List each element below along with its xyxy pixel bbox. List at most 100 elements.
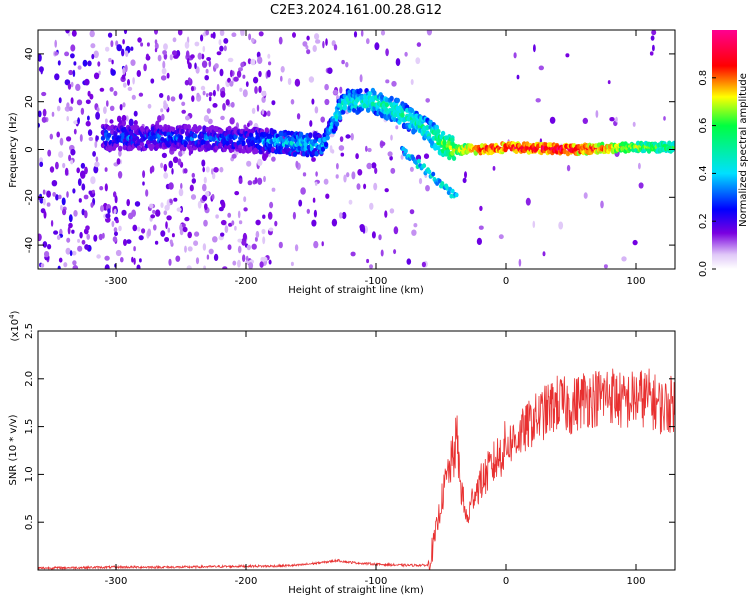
heatmap-cell xyxy=(395,58,401,67)
heatmap-cell xyxy=(215,214,219,219)
heatmap-cell xyxy=(315,171,318,177)
heatmap-cell xyxy=(132,77,135,85)
heatmap-cell xyxy=(212,31,216,39)
heatmap-cell xyxy=(60,204,63,211)
heatmap-cell xyxy=(582,117,588,124)
heatmap-cell xyxy=(150,214,156,219)
heatmap-cell xyxy=(145,189,149,197)
heatmap-cell xyxy=(245,81,249,87)
heatmap-cell xyxy=(292,32,296,38)
heatmap-cell xyxy=(251,37,255,43)
heatmap-cell xyxy=(104,264,110,269)
heatmap-cell xyxy=(96,254,101,259)
heatmap-cell xyxy=(161,152,167,159)
heatmap-cell xyxy=(109,119,114,124)
heatmap-cell xyxy=(339,86,343,94)
heatmap-cell xyxy=(200,34,204,42)
heatmap-cell xyxy=(136,70,141,77)
heatmap-cell xyxy=(649,51,654,56)
top-y-ticks: -40 -20 0 20 40 xyxy=(24,48,675,253)
heatmap-cell xyxy=(68,154,72,162)
heatmap-cell xyxy=(360,30,364,37)
heatmap-cell xyxy=(206,254,210,260)
heatmap-cell xyxy=(40,263,45,268)
heatmap-cell xyxy=(57,265,61,269)
heatmap-cell xyxy=(125,115,129,122)
heatmap-cell xyxy=(385,48,389,57)
heatmap-cell xyxy=(240,62,245,68)
heatmap-cell xyxy=(222,266,228,269)
heatmap-cell xyxy=(351,171,356,180)
heatmap-cell xyxy=(183,140,188,147)
heatmap-cell xyxy=(58,257,63,263)
heatmap-cell xyxy=(180,128,185,134)
heatmap-cell xyxy=(208,248,214,255)
heatmap-cell xyxy=(85,225,90,231)
heatmap-cell xyxy=(355,153,359,160)
heatmap-cell xyxy=(380,249,384,257)
heatmap-cell xyxy=(55,161,59,170)
heatmap-cell xyxy=(168,160,173,169)
heatmap-cell xyxy=(230,101,235,108)
heatmap-cell xyxy=(274,220,278,227)
heatmap-cell xyxy=(42,241,48,248)
heatmap-cell xyxy=(77,65,82,70)
heatmap-cell xyxy=(133,110,138,117)
heatmap-cell xyxy=(247,122,250,128)
heatmap-cell xyxy=(121,48,125,57)
heatmap-cell xyxy=(96,135,99,141)
heatmap-cell xyxy=(259,261,264,268)
heatmap-cell xyxy=(409,209,415,215)
heatmap-cell xyxy=(369,202,374,210)
heatmap-cell xyxy=(184,79,190,86)
heatmap-cell xyxy=(109,87,114,92)
colorbar-tick-label: 0.8 xyxy=(698,70,709,86)
heatmap-cell xyxy=(331,218,338,227)
x-tick-label: 100 xyxy=(626,276,645,287)
heatmap-cell xyxy=(542,251,546,257)
heatmap-cell xyxy=(271,100,276,106)
colorbar-tick-label: 0.6 xyxy=(698,118,709,134)
heatmap-cell xyxy=(425,98,431,103)
heatmap-cell xyxy=(290,261,294,267)
heatmap-cell xyxy=(320,146,326,152)
heatmap-cell xyxy=(142,170,146,179)
x-tick-label: -300 xyxy=(105,276,128,287)
heatmap-cell xyxy=(267,211,273,220)
heatmap-cell xyxy=(221,201,226,209)
snr-panel: -300 -200 -100 0 100 0.5 1.0 1.5 2.0 2.5 Height … xyxy=(8,310,676,596)
heatmap-cell xyxy=(243,207,248,212)
heatmap-cell xyxy=(254,86,258,94)
heatmap-cell xyxy=(188,150,192,156)
heatmap-cell xyxy=(223,38,229,44)
bottom-x-axis-label: Height of straight line (km) xyxy=(288,585,424,596)
heatmap-cell xyxy=(105,46,110,52)
bottom-y-ticks: 0.5 1.0 1.5 2.0 2.5 xyxy=(24,323,675,530)
heatmap-cell xyxy=(87,60,92,67)
heatmap-cell xyxy=(133,257,136,265)
heatmap-cell xyxy=(61,197,66,206)
x-tick-label: 100 xyxy=(626,576,645,587)
heatmap-cell xyxy=(558,221,564,230)
heatmap-cell xyxy=(71,229,75,234)
heatmap-cell xyxy=(140,42,144,47)
heatmap-cell xyxy=(241,30,245,36)
heatmap-cell xyxy=(225,99,230,106)
heatmap-cell xyxy=(67,83,72,90)
heatmap-cell xyxy=(206,108,211,114)
heatmap-cell xyxy=(166,72,170,79)
heatmap-cell xyxy=(190,54,195,59)
heatmap-cell xyxy=(130,59,136,66)
heatmap-cell xyxy=(95,111,100,120)
heatmap-cell xyxy=(80,162,86,169)
heatmap-cell xyxy=(164,204,170,211)
heatmap-cell xyxy=(346,172,350,178)
heatmap-cell xyxy=(46,202,51,207)
heatmap-cell xyxy=(159,93,164,98)
heatmap-cell xyxy=(169,54,173,61)
heatmap-cell xyxy=(66,237,71,243)
heatmap-cell xyxy=(308,132,313,138)
heatmap-cell xyxy=(127,79,130,86)
heatmap-cell xyxy=(366,162,373,170)
top-y-axis-label: Frequency (Hz) xyxy=(8,112,19,188)
